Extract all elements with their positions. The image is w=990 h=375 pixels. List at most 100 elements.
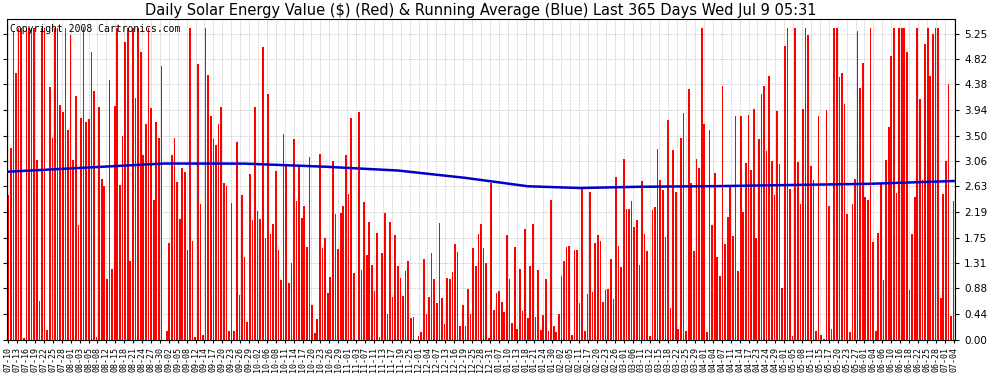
Bar bbox=[309, 156, 311, 340]
Bar bbox=[836, 28, 838, 340]
Bar bbox=[152, 200, 154, 340]
Bar bbox=[890, 56, 892, 340]
Bar bbox=[942, 194, 944, 340]
Bar bbox=[88, 118, 90, 340]
Bar bbox=[904, 28, 905, 340]
Bar bbox=[75, 96, 76, 340]
Bar bbox=[555, 332, 557, 340]
Bar bbox=[122, 136, 124, 340]
Bar bbox=[296, 201, 297, 340]
Bar bbox=[747, 114, 749, 340]
Bar bbox=[39, 301, 41, 340]
Bar bbox=[787, 28, 788, 340]
Bar bbox=[834, 28, 835, 340]
Bar bbox=[864, 197, 866, 340]
Bar bbox=[143, 155, 145, 340]
Bar bbox=[236, 142, 238, 340]
Bar bbox=[111, 269, 113, 340]
Bar bbox=[301, 218, 303, 340]
Bar bbox=[176, 182, 178, 340]
Bar bbox=[735, 116, 737, 340]
Bar bbox=[760, 94, 762, 340]
Bar bbox=[877, 233, 879, 340]
Bar bbox=[922, 180, 924, 340]
Bar bbox=[335, 213, 337, 340]
Bar bbox=[469, 314, 471, 340]
Bar bbox=[662, 190, 663, 340]
Bar bbox=[205, 28, 207, 340]
Bar bbox=[514, 247, 516, 340]
Bar bbox=[856, 32, 858, 340]
Bar bbox=[545, 279, 546, 340]
Bar bbox=[859, 88, 861, 340]
Bar bbox=[639, 265, 641, 340]
Bar bbox=[267, 94, 269, 340]
Bar bbox=[231, 203, 233, 340]
Bar bbox=[651, 210, 653, 340]
Bar bbox=[472, 248, 474, 340]
Bar bbox=[742, 212, 744, 340]
Bar bbox=[560, 276, 562, 340]
Bar bbox=[242, 195, 243, 340]
Bar bbox=[711, 225, 713, 340]
Bar bbox=[130, 261, 131, 340]
Bar bbox=[631, 201, 633, 340]
Bar bbox=[696, 159, 697, 340]
Bar bbox=[31, 28, 33, 340]
Bar bbox=[325, 238, 326, 340]
Bar bbox=[605, 290, 607, 340]
Bar bbox=[932, 34, 934, 340]
Bar bbox=[54, 28, 55, 340]
Bar bbox=[722, 86, 724, 340]
Bar bbox=[101, 179, 103, 340]
Bar bbox=[379, 338, 380, 340]
Bar bbox=[917, 28, 918, 340]
Bar bbox=[802, 109, 804, 340]
Bar bbox=[563, 261, 565, 340]
Bar bbox=[119, 185, 121, 340]
Bar bbox=[340, 213, 342, 340]
Bar bbox=[656, 150, 658, 340]
Bar bbox=[875, 331, 876, 340]
Bar bbox=[67, 130, 69, 340]
Bar bbox=[623, 159, 625, 340]
Bar bbox=[768, 76, 770, 340]
Bar bbox=[927, 28, 929, 340]
Bar bbox=[885, 160, 887, 340]
Bar bbox=[34, 28, 35, 340]
Bar bbox=[256, 211, 258, 340]
Bar bbox=[394, 235, 396, 340]
Bar bbox=[360, 270, 362, 340]
Bar bbox=[911, 234, 913, 340]
Bar bbox=[72, 160, 74, 340]
Bar bbox=[685, 331, 687, 340]
Bar bbox=[906, 53, 908, 340]
Bar bbox=[210, 116, 212, 340]
Bar bbox=[506, 235, 508, 340]
Bar bbox=[13, 31, 14, 340]
Bar bbox=[431, 253, 433, 340]
Bar bbox=[776, 111, 778, 340]
Bar bbox=[90, 52, 92, 340]
Bar bbox=[779, 164, 780, 340]
Bar bbox=[594, 243, 596, 340]
Bar bbox=[117, 28, 118, 340]
Bar bbox=[919, 99, 921, 340]
Bar bbox=[49, 87, 50, 340]
Bar bbox=[925, 44, 926, 340]
Bar bbox=[228, 332, 230, 340]
Bar bbox=[189, 28, 191, 340]
Bar bbox=[501, 302, 503, 340]
Bar bbox=[880, 183, 882, 340]
Bar bbox=[428, 297, 430, 340]
Bar bbox=[646, 251, 648, 340]
Bar bbox=[823, 339, 825, 340]
Bar bbox=[392, 297, 393, 340]
Title: Daily Solar Energy Value ($) (Red) & Running Average (Blue) Last 365 Days Wed Ju: Daily Solar Energy Value ($) (Red) & Run… bbox=[146, 3, 817, 18]
Bar bbox=[338, 249, 339, 340]
Bar bbox=[581, 187, 583, 340]
Bar bbox=[389, 222, 391, 340]
Bar bbox=[125, 42, 126, 340]
Bar bbox=[950, 316, 952, 340]
Bar bbox=[247, 322, 248, 340]
